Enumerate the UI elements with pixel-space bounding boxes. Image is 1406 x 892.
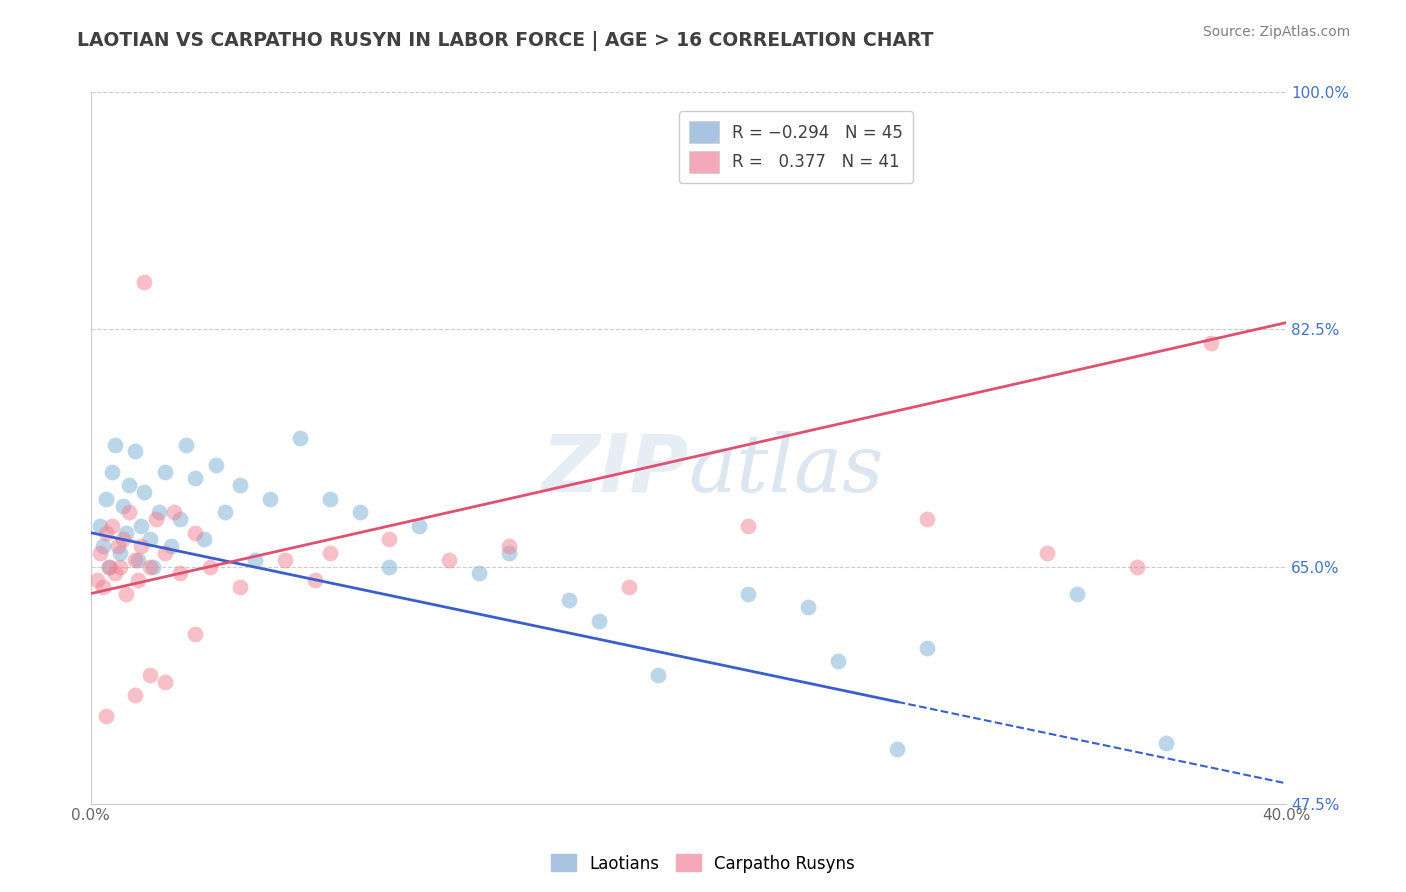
Text: LAOTIAN VS CARPATHO RUSYN IN LABOR FORCE | AGE > 16 CORRELATION CHART: LAOTIAN VS CARPATHO RUSYN IN LABOR FORCE… — [77, 31, 934, 51]
Point — [1156, 736, 1178, 750]
Point — [169, 566, 191, 581]
Point — [886, 742, 908, 756]
Point — [97, 559, 120, 574]
Point — [118, 505, 141, 519]
Point — [737, 519, 759, 533]
Point — [229, 478, 252, 492]
Point — [97, 559, 120, 574]
Point — [115, 525, 138, 540]
Point — [827, 654, 849, 668]
Point — [103, 437, 125, 451]
Point — [184, 471, 207, 485]
Point — [155, 674, 177, 689]
Point — [110, 546, 132, 560]
Point — [94, 491, 117, 506]
Point — [118, 478, 141, 492]
Point — [139, 533, 162, 547]
Point — [1125, 559, 1147, 574]
Point — [103, 566, 125, 581]
Point — [274, 553, 297, 567]
Point — [127, 553, 149, 567]
Point — [797, 600, 820, 615]
Point — [214, 505, 236, 519]
Legend: R = −0.294   N = 45, R =   0.377   N = 41: R = −0.294 N = 45, R = 0.377 N = 41 — [679, 112, 912, 183]
Point — [468, 566, 491, 581]
Point — [139, 559, 162, 574]
Point — [558, 593, 581, 607]
Point — [304, 573, 326, 587]
Point — [917, 640, 939, 655]
Point — [148, 505, 170, 519]
Point — [193, 533, 215, 547]
Point — [94, 708, 117, 723]
Point — [115, 587, 138, 601]
Point — [145, 512, 167, 526]
Point — [94, 525, 117, 540]
Point — [1066, 587, 1088, 601]
Text: ZIP: ZIP — [541, 430, 689, 508]
Point — [134, 275, 156, 289]
Point — [112, 533, 135, 547]
Point — [1036, 546, 1059, 560]
Point — [243, 553, 266, 567]
Point — [100, 519, 122, 533]
Text: Source: ZipAtlas.com: Source: ZipAtlas.com — [1202, 25, 1350, 39]
Point — [89, 546, 111, 560]
Point — [174, 437, 197, 451]
Point — [184, 627, 207, 641]
Point — [318, 546, 340, 560]
Point — [86, 573, 108, 587]
Point — [349, 505, 371, 519]
Point — [160, 539, 183, 553]
Point — [124, 688, 146, 702]
Point — [127, 573, 149, 587]
Point — [91, 539, 114, 553]
Point — [205, 458, 228, 472]
Point — [498, 539, 520, 553]
Point — [142, 559, 165, 574]
Point — [155, 546, 177, 560]
Point — [259, 491, 281, 506]
Point — [378, 559, 401, 574]
Point — [131, 519, 153, 533]
Point — [498, 546, 520, 560]
Point — [131, 539, 153, 553]
Point — [588, 614, 610, 628]
Legend: Laotians, Carpatho Rusyns: Laotians, Carpatho Rusyns — [544, 847, 862, 880]
Point — [89, 519, 111, 533]
Point — [184, 525, 207, 540]
Point — [408, 519, 430, 533]
Point — [318, 491, 340, 506]
Point — [163, 505, 186, 519]
Point — [139, 668, 162, 682]
Point — [737, 587, 759, 601]
Point — [124, 553, 146, 567]
Point — [124, 444, 146, 458]
Point — [1199, 336, 1222, 351]
Point — [917, 512, 939, 526]
Point — [91, 580, 114, 594]
Point — [155, 465, 177, 479]
Point — [439, 553, 461, 567]
Point — [617, 580, 640, 594]
Point — [110, 559, 132, 574]
Point — [134, 485, 156, 500]
Point — [647, 668, 669, 682]
Point — [112, 499, 135, 513]
Point — [107, 539, 129, 553]
Text: atlas: atlas — [689, 431, 883, 508]
Point — [169, 512, 191, 526]
Point — [229, 580, 252, 594]
Point — [378, 533, 401, 547]
Point — [198, 559, 221, 574]
Point — [100, 465, 122, 479]
Point — [288, 431, 311, 445]
